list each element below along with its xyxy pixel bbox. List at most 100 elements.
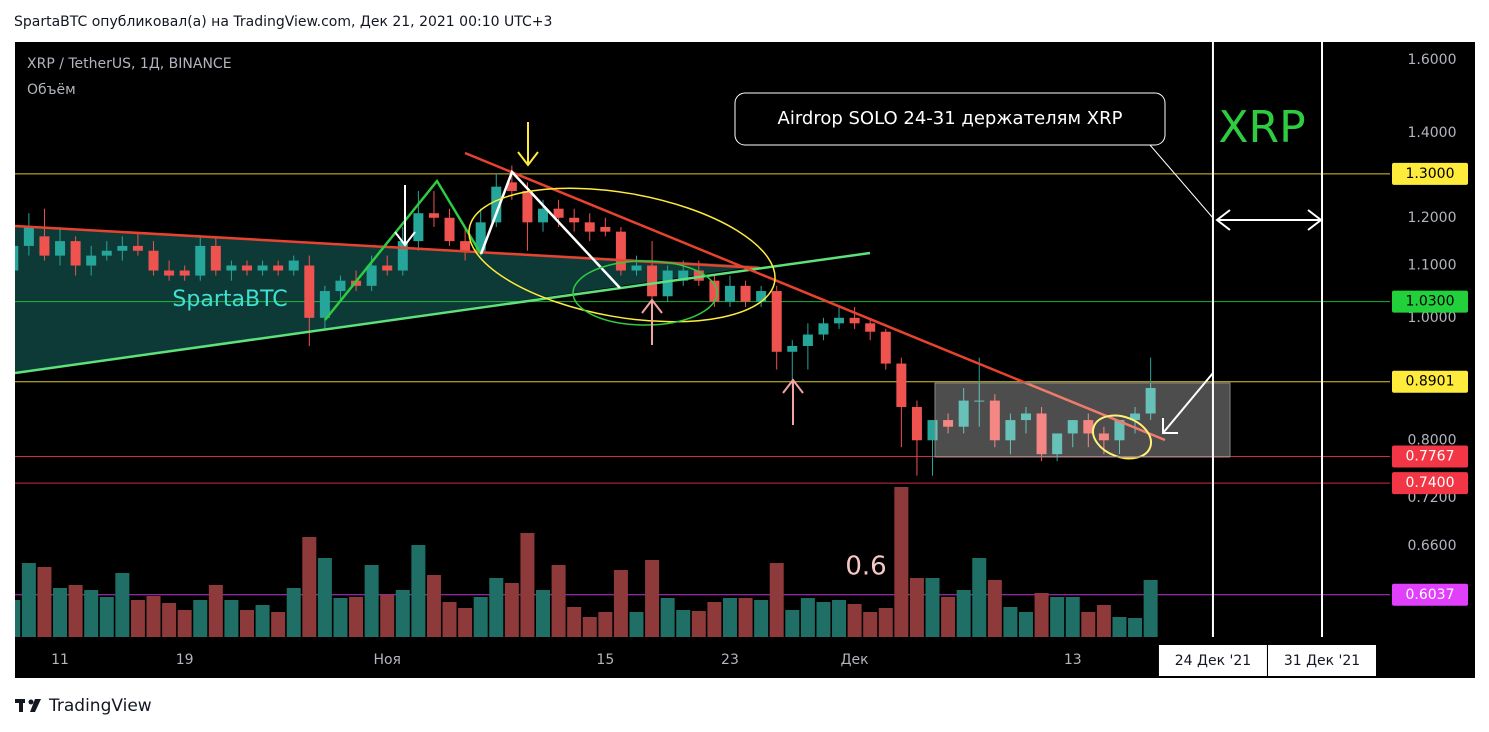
candle-body [382, 265, 393, 271]
candle-body [849, 317, 860, 324]
ellipse [468, 187, 776, 323]
volume-bar [987, 580, 1002, 637]
volume-bar [567, 607, 582, 637]
candle-body [257, 265, 268, 271]
author-note: SpartaBTC [172, 287, 287, 312]
candle-body [1036, 413, 1047, 455]
candle-body [335, 280, 346, 292]
volume-bar [162, 603, 177, 637]
candle-body [23, 226, 34, 246]
candle-body [506, 182, 517, 191]
volume-bar [130, 600, 145, 637]
price-label: 0.7400 [1406, 475, 1455, 491]
candle-body [724, 285, 735, 302]
plot [15, 165, 1390, 637]
candle-body [943, 420, 954, 427]
volume-bar [84, 590, 99, 637]
volume-bar [504, 583, 519, 637]
price-label-box [1392, 290, 1468, 313]
volume-bar [193, 600, 208, 637]
logo [15, 699, 41, 712]
volume-bar [1034, 593, 1049, 637]
volume-bar [333, 598, 348, 637]
callout-pointer [1149, 144, 1214, 219]
volume-bar [115, 573, 130, 637]
candle-body [15, 245, 19, 271]
candle-body [86, 255, 97, 266]
price-label-box [1392, 583, 1468, 606]
candle-body [475, 222, 486, 251]
candle-body [1114, 420, 1125, 441]
volume-bar [598, 612, 613, 637]
volume-bar [458, 608, 473, 637]
volume-bar [722, 598, 737, 637]
volume-bar [286, 588, 301, 637]
level-note: 0.6 [845, 552, 886, 582]
ellipse [1091, 414, 1153, 460]
candle-body [615, 231, 626, 271]
x-tick-label: 15 [596, 652, 614, 668]
volume-bar [1112, 617, 1127, 637]
candle-body [538, 208, 549, 223]
volume-bar [411, 545, 426, 637]
volume-bar [629, 612, 644, 637]
volume-bar [582, 617, 597, 637]
volume-bar [349, 597, 364, 637]
candle-body [1020, 413, 1031, 421]
volume-bar [53, 588, 68, 637]
candle-body [413, 213, 424, 242]
candle-body [522, 190, 533, 223]
candle-body [834, 317, 845, 324]
y-tick-label: 1.0000 [1408, 310, 1457, 326]
candle-body [709, 280, 720, 302]
x-tick-label: Дек [841, 652, 869, 668]
candle-body [444, 217, 455, 242]
candle-body [273, 265, 284, 271]
y-tick-label: 0.7200 [1408, 490, 1457, 506]
price-label: 0.7767 [1406, 448, 1455, 464]
volume-bar [754, 600, 769, 637]
volume-bar [878, 608, 893, 637]
candle-body [226, 265, 237, 271]
y-tick-label: 0.6600 [1408, 538, 1457, 554]
candle-body [1098, 433, 1109, 441]
volume-bar [520, 533, 535, 637]
candle-body [631, 265, 642, 271]
candle-body [1067, 420, 1078, 434]
volume-bar [925, 578, 940, 637]
volume-bar [536, 590, 551, 637]
volume-bar [255, 605, 270, 637]
candle-body [647, 265, 658, 297]
volume-bar [380, 595, 395, 637]
candle-body [117, 245, 128, 251]
volume-bar [551, 565, 566, 637]
candle-body [148, 250, 159, 271]
volume-bar [395, 590, 410, 637]
candle-body [958, 400, 969, 427]
candle-body [210, 245, 221, 271]
candle-body [304, 265, 315, 318]
volume-bar [816, 602, 831, 637]
trend-line [15, 251, 871, 375]
volume-bar [489, 578, 504, 637]
date-label: 31 Дек '21 [1284, 653, 1360, 669]
candle-body [179, 270, 190, 276]
drawings: Airdrop SOLO 24-31 держателям XRP XRP Sp… [15, 92, 1323, 582]
candle-body [974, 400, 985, 402]
candle-body [880, 331, 891, 364]
price-label: 1.0300 [1406, 294, 1455, 310]
x-tick-label: 19 [176, 652, 194, 668]
volume-bar [676, 610, 691, 637]
volume-bar [302, 537, 317, 637]
candle-body [771, 291, 782, 352]
x-tick-label: 13 [1064, 652, 1082, 668]
y-tick-label: 1.6000 [1408, 52, 1457, 68]
volume-bar [177, 610, 192, 637]
candle-body [1083, 420, 1094, 434]
candle-body [989, 400, 1000, 441]
price-label-box [1392, 445, 1468, 468]
volume-bar [847, 604, 862, 637]
chart-title: XRP / TetherUS, 1Д, BINANCE [27, 56, 232, 72]
volume-bar [909, 578, 924, 637]
